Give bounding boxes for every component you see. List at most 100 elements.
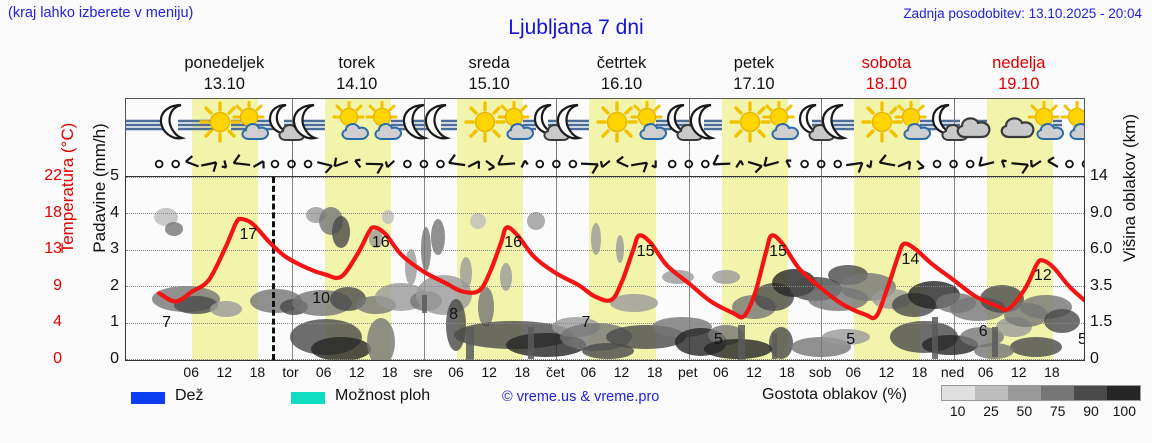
cloud-density-label: Gostota oblakov (%) [762, 386, 907, 403]
temperature-label: 10 [312, 289, 330, 307]
cloud-density-step [1074, 386, 1107, 400]
daylight-band [192, 177, 259, 360]
day-name: nedelja [992, 54, 1046, 72]
x-axis-tick: 06 [315, 364, 332, 380]
sun-cloud-icon [894, 101, 938, 151]
x-axis-tick: tor [282, 364, 299, 380]
x-axis-tick: 18 [382, 364, 398, 380]
x-axis-tick: pet [678, 364, 698, 380]
gridline-horizontal [126, 323, 1084, 324]
sun-cloud-icon [232, 101, 276, 151]
x-axis-tick: 18 [514, 364, 531, 380]
rain-legend-label: Dež [175, 387, 204, 404]
sun-cloud-icon [1060, 101, 1084, 151]
temperature-tick: 9 [53, 276, 62, 294]
cloud-density-tick: 100 [1112, 403, 1137, 419]
day-name: četrtek [596, 54, 647, 72]
temperature-label: 7 [162, 314, 172, 332]
page-title: Ljubljana 7 dni [508, 16, 644, 39]
sun-icon [861, 101, 905, 151]
cloud-density-step [1008, 386, 1041, 400]
showers-legend-label: Možnost ploh [335, 387, 431, 404]
wind-barb-strip [125, 152, 1085, 176]
day-name: sobota [861, 54, 912, 72]
sun-icon [596, 101, 640, 151]
current-time-marker [272, 177, 276, 360]
day-date: 13.10 [203, 75, 245, 93]
x-axis-tick: sre [413, 364, 433, 380]
temperature-tick: 0 [53, 350, 62, 367]
x-axis-tick: 12 [216, 364, 233, 380]
day-separator [556, 177, 558, 360]
cloud-density-tick: 90 [1083, 403, 1099, 419]
sun-cloud-icon [630, 101, 674, 151]
temperature-label: 15 [769, 242, 787, 260]
cloud-density-step [1041, 386, 1074, 400]
day-separator [821, 152, 823, 176]
cloud-density-tick: 25 [983, 403, 999, 419]
precipitation-tick: 0 [110, 350, 119, 367]
gridline-horizontal [126, 213, 1084, 214]
temperature-label: 16 [504, 234, 523, 252]
day-date: 18.10 [865, 75, 908, 93]
day-date: 15.10 [468, 75, 510, 93]
day-separator [423, 152, 425, 176]
cloud-density-tick: 50 [1016, 403, 1033, 419]
x-axis-tick: ned [940, 364, 965, 380]
x-axis-tick: 18 [911, 364, 928, 380]
day-header-sobota: sobota 18.10 [820, 52, 952, 95]
sun-cloud-icon [1027, 101, 1071, 151]
day-date: 14.10 [336, 75, 378, 93]
moon-icon [420, 101, 464, 151]
temperature-label: 14 [901, 250, 920, 268]
day-name: ponedeljek [184, 54, 265, 72]
day-header-sreda: sreda 15.10 [423, 52, 555, 95]
precipitation-tick: 4 [110, 203, 119, 221]
day-separator [423, 99, 425, 152]
copyright-credit[interactable]: © vreme.us & vreme.pro [502, 389, 660, 405]
wind-barbs [154, 153, 1084, 175]
precipitation-tick: 1 [110, 313, 119, 331]
temperature-label: 17 [239, 226, 258, 244]
moon-icon [155, 101, 199, 151]
day-separator [953, 177, 955, 360]
temperature-label: 6 [978, 322, 988, 340]
x-axis-tick: 06 [580, 364, 597, 380]
cloud-density-tick: 10 [949, 403, 966, 419]
gridline-horizontal [126, 286, 1084, 287]
gridline-horizontal [126, 177, 1084, 178]
day-header-torek: torek 14.10 [291, 52, 423, 95]
temperature-tick: 22 [44, 167, 62, 184]
temperature-tick: 4 [53, 313, 62, 331]
day-separator [688, 177, 690, 360]
x-axis-tick: 06 [845, 364, 862, 380]
last-update-label: Zadnja posodobitev: 13.10.2025 - 20:04 [903, 6, 1142, 21]
sun-icon [464, 101, 508, 151]
x-axis-tick: čet [546, 364, 565, 380]
x-axis-tick: 18 [646, 364, 663, 380]
cloud-icon [950, 101, 994, 151]
cloud-density-scale [941, 385, 1141, 401]
x-axis-tick: 12 [1010, 364, 1027, 380]
x-axis-tick: 12 [613, 364, 630, 380]
temperature-tick: 13 [44, 240, 62, 258]
day-header-četrtek: četrtek 16.10 [555, 52, 687, 95]
day-separator [688, 152, 690, 176]
x-axis-tick: 06 [713, 364, 729, 380]
day-header-ponedeljek: ponedeljek 13.10 [158, 52, 290, 95]
weather-icon-strip [125, 98, 1085, 152]
x-axis-tick: sob [808, 364, 832, 380]
moon-icon [552, 101, 596, 151]
x-axis-tick: 18 [249, 364, 266, 380]
x-axis-tick: 18 [779, 364, 795, 380]
day-header-nedelja: nedelja 19.10 [953, 52, 1085, 95]
cloud-density-scale-ticks: 10 25 50 75 90 100 [941, 403, 1141, 421]
cloud-height-tick: 6.0 [1090, 240, 1113, 258]
x-axis-tick: 06 [183, 364, 199, 380]
day-separator [953, 152, 955, 176]
day-name: torek [338, 54, 376, 72]
day-header-petek: petek 17.10 [688, 52, 820, 95]
sun-cloud-icon [762, 101, 806, 151]
temperature-curve [157, 216, 1084, 321]
day-name: petek [733, 54, 775, 72]
